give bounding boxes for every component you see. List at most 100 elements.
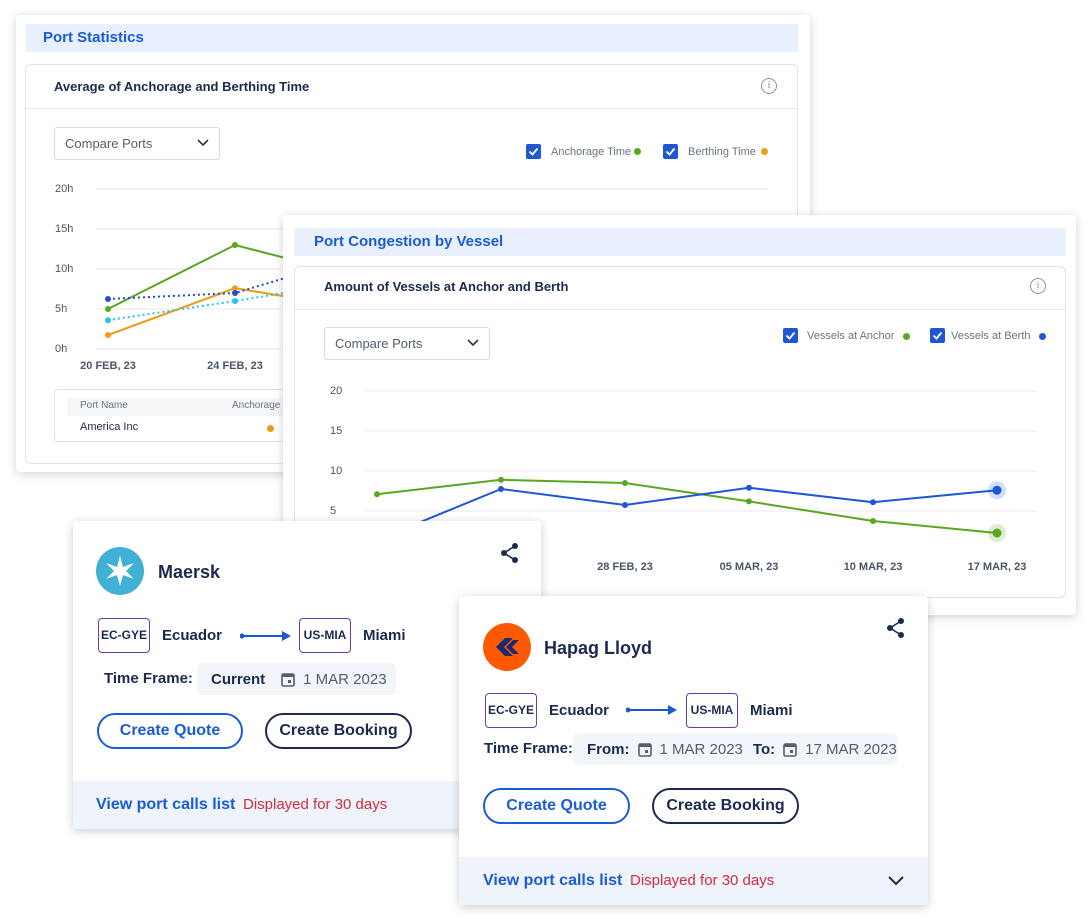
display-note: Displayed for 30 days — [243, 796, 388, 813]
carrier-name: Maersk — [158, 562, 221, 582]
create-quote-button[interactable]: Create Quote — [97, 713, 243, 749]
dropdown-label: Compare Ports — [65, 136, 153, 151]
x-tick-label: 28 FEB, 23 — [597, 561, 653, 573]
share-icon[interactable] — [500, 542, 520, 564]
route-arrow — [240, 631, 291, 641]
carrier-card: Hapag Lloyd EC-GYE Ecuador US-MIA Miami … — [459, 596, 928, 905]
x-tick-label: 20 FEB, 23 — [80, 360, 136, 372]
section-title: Port Congestion by Vessel — [294, 228, 1066, 256]
calendar-icon — [637, 742, 652, 757]
legend-label: Vessels at Anchor — [807, 330, 895, 342]
carrier-logo — [96, 547, 144, 595]
port-calls-link[interactable]: View port calls list — [483, 872, 623, 889]
route-arrow — [626, 705, 677, 715]
carrier-logo — [483, 623, 531, 671]
share-icon[interactable] — [886, 617, 906, 639]
info-icon[interactable]: i — [1030, 278, 1046, 294]
column-header: Anchorage — [232, 400, 281, 411]
port-calls-link[interactable]: View port calls list — [96, 796, 236, 813]
y-tick-label: 10 — [330, 465, 342, 477]
section-title: Port Statistics — [26, 24, 798, 52]
x-tick-label: 24 FEB, 23 — [207, 360, 263, 372]
chart: 5 10 15 20 28 FEB, 23 05 MAR, 23 10 MAR, 23 17 … — [330, 385, 1036, 573]
x-tick-label: 05 MAR, 23 — [720, 561, 779, 573]
data-point — [232, 290, 238, 296]
dropdown-label: Compare Ports — [335, 336, 423, 351]
checkbox[interactable] — [526, 144, 541, 159]
data-point — [232, 285, 238, 292]
divider — [295, 309, 1065, 310]
port-name: Ecuador — [162, 627, 223, 644]
data-point — [498, 476, 504, 483]
checkbox[interactable] — [783, 328, 798, 343]
calendar-icon — [281, 672, 295, 687]
compare-dropdown[interactable]: Compare Ports — [54, 127, 220, 160]
data-point — [746, 498, 752, 505]
time-frame[interactable]: Current 1 MAR 2023 — [197, 663, 396, 695]
create-quote-button[interactable]: Create Quote — [483, 788, 630, 824]
x-tick-label: 17 MAR, 23 — [968, 561, 1027, 573]
legend-dot — [1039, 333, 1046, 340]
y-tick-label: 15 — [330, 425, 342, 437]
info-icon[interactable]: i — [761, 78, 777, 94]
port-name: Miami — [750, 702, 793, 719]
port-name: Ecuador — [549, 702, 610, 719]
legend-label: Vessels at Berth — [951, 330, 1031, 342]
data-point — [622, 480, 628, 486]
carrier-name: Hapag Lloyd — [544, 638, 653, 658]
time-frame-value: Current — [211, 670, 266, 688]
series-line — [376, 478, 998, 534]
from-label: From: — [587, 740, 630, 758]
time-frame-label: Time Frame: — [104, 670, 193, 687]
row-dot — [267, 425, 274, 432]
chart-title: Amount of Vessels at Anchor and Berth — [324, 279, 569, 294]
data-point — [232, 298, 238, 304]
data-point — [992, 485, 1002, 495]
port-code: EC-GYE — [98, 618, 150, 653]
y-tick-label: 15h — [55, 223, 73, 235]
expand-chevron[interactable] — [887, 875, 905, 887]
date: 1 MAR 2023 — [659, 740, 743, 758]
port-name: Miami — [363, 627, 406, 644]
y-tick-label: 20h — [55, 183, 73, 195]
legend-label: Anchorage Time — [551, 146, 632, 158]
data-point — [374, 491, 380, 498]
y-tick-label: 20 — [330, 385, 342, 397]
data-point — [232, 242, 238, 248]
legend-label: Berthing Time — [688, 146, 756, 158]
legend-dot — [634, 148, 641, 155]
time-frame[interactable]: From: 1 MAR 2023 To: 17 MAR 2023 — [573, 733, 898, 765]
y-tick-label: 5 — [330, 505, 336, 517]
data-point — [105, 296, 111, 302]
compare-dropdown[interactable]: Compare Ports — [324, 327, 490, 360]
x-tick-label: 10 MAR, 23 — [844, 561, 903, 573]
display-note: Displayed for 30 days — [630, 872, 775, 889]
y-tick-label: 10h — [55, 263, 73, 275]
legend-dot — [903, 333, 910, 340]
to-label: To: — [752, 740, 776, 758]
calendar-icon — [783, 742, 797, 757]
port-code: EC-GYE — [485, 693, 537, 728]
column-header: Port Name — [80, 400, 128, 411]
legend-dot — [761, 148, 768, 155]
date: 1 MAR 2023 — [303, 670, 387, 688]
chart-title: Average of Anchorage and Berthing Time — [54, 79, 310, 94]
port-code: US-MIA — [686, 693, 738, 728]
date: 17 MAR 2023 — [805, 740, 897, 758]
data-point — [105, 317, 111, 324]
data-point — [105, 332, 111, 338]
data-point — [870, 518, 876, 524]
create-booking-button[interactable]: Create Booking — [265, 713, 412, 749]
data-point — [992, 528, 1002, 538]
data-point — [622, 502, 628, 508]
y-tick-label: 5h — [55, 303, 67, 315]
time-frame-label: Time Frame: — [484, 740, 573, 757]
data-point — [870, 499, 876, 506]
checkbox[interactable] — [930, 328, 945, 343]
create-booking-button[interactable]: Create Booking — [652, 788, 799, 824]
card-footer: View port calls list Displayed for 30 da… — [459, 857, 928, 905]
series-line — [376, 486, 998, 541]
checkbox[interactable] — [663, 144, 678, 159]
y-tick-label: 0h — [55, 343, 67, 355]
